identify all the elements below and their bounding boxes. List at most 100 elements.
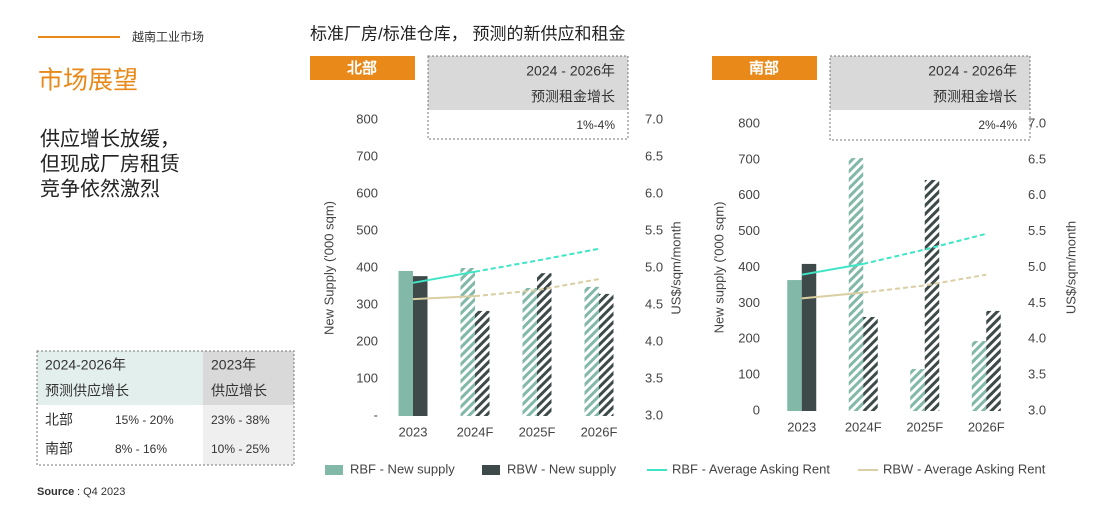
header-cell [203, 351, 294, 405]
x-tick-label: 2025F [906, 419, 943, 434]
legend-label: RBW - New supply [507, 461, 617, 476]
x-tick-label: 2024F [845, 419, 882, 434]
x-tick-label: 2024F [457, 424, 494, 439]
note-box [829, 55, 1031, 141]
y2-tick-label: 4.5 [1028, 295, 1046, 310]
cell: 23% - 38% [211, 413, 270, 427]
line [863, 232, 987, 265]
note-title: 预测租金增长 [933, 89, 1017, 105]
line [474, 278, 600, 298]
subtitle: 但现成厂房租赁 [40, 152, 180, 175]
bar [971, 341, 987, 411]
bar [475, 310, 490, 416]
row-label: 北部 [45, 412, 73, 428]
region-tag [712, 56, 817, 80]
legend-label: RBF - Average Asking Rent [672, 461, 830, 476]
y2-tick-label: 3.0 [1028, 402, 1046, 417]
y2-tick-label: 3.5 [645, 370, 663, 385]
y2-tick-label: 5.5 [645, 222, 663, 237]
legend-swatch [482, 465, 500, 475]
y2-axis-title: US$/sqm/month [1063, 221, 1078, 314]
y2-tick-label: 5.0 [1028, 259, 1046, 274]
bar [801, 263, 817, 411]
page-title: 市场展望 [38, 67, 138, 95]
bar [910, 369, 925, 411]
y2-tick-label: 3.5 [1028, 367, 1046, 382]
note-value: 1%-4% [576, 118, 615, 132]
note-title: 2024 - 2026年 [928, 63, 1017, 79]
note-value: 2%-4% [978, 118, 1017, 132]
bar [863, 317, 878, 411]
bar [398, 270, 413, 416]
line [801, 291, 864, 300]
y-axis-title: New supply ('000 sqm) [711, 202, 726, 334]
table-header: 2024-2026年 [45, 357, 126, 373]
y-tick-label: 700 [738, 151, 760, 166]
bar [924, 179, 940, 411]
line [801, 262, 864, 276]
section-label: 越南工业市场 [132, 29, 204, 44]
y2-tick-label: 3.0 [645, 407, 663, 422]
y-tick-label: 0 [753, 402, 760, 417]
note-header [830, 56, 1030, 110]
y-tick-label: 200 [356, 333, 378, 348]
y2-tick-label: 4.0 [1028, 331, 1046, 346]
x-tick-label: 2026F [968, 419, 1005, 434]
cell: 8% - 16% [115, 442, 167, 456]
y2-tick-label: 6.0 [645, 185, 663, 200]
bar [848, 158, 864, 411]
y-tick-label: 100 [356, 370, 378, 385]
y-tick-label: 100 [738, 367, 760, 382]
line [863, 273, 987, 294]
bar [787, 280, 802, 411]
bar [522, 287, 537, 416]
y-tick-label: 400 [738, 259, 760, 274]
y-axis-title: New Supply ('000 sqm) [321, 201, 336, 335]
y-tick-label: 300 [738, 295, 760, 310]
line [412, 270, 476, 284]
bar [986, 310, 1001, 411]
y2-axis-title: US$/sqm/month [668, 221, 683, 314]
y-tick-label: 300 [356, 296, 378, 311]
y-tick-label: - [374, 407, 378, 422]
subtitle: 供应增长放缓， [40, 127, 180, 150]
y2-tick-label: 6.5 [645, 148, 663, 163]
chart-title: 标准厂房/标准仓库， 预测的新供应和租金 [310, 24, 625, 43]
bar [413, 276, 428, 416]
x-tick-label: 2023 [787, 419, 816, 434]
note-box [427, 55, 629, 140]
supply-table: 2024-2026年 预测供应增长 2023年 供应增长 北部 15% - 20… [36, 350, 295, 466]
x-tick-label: 2025F [519, 424, 556, 439]
cell: 10% - 25% [211, 442, 270, 456]
source-text: : Q4 2023 [77, 486, 125, 498]
note-title: 2024 - 2026年 [526, 63, 615, 79]
cell: 15% - 20% [115, 413, 174, 427]
table-header: 预测供应增长 [45, 383, 129, 399]
source-label: Source [37, 486, 74, 498]
y2-tick-label: 7.0 [1028, 115, 1046, 130]
region-tag [310, 56, 415, 80]
legend-label: RBW - Average Asking Rent [883, 461, 1046, 476]
subtitle: 竞争依然激烈 [40, 177, 160, 200]
y-tick-label: 500 [356, 222, 378, 237]
header-cell [37, 351, 203, 405]
legend-swatch [325, 465, 343, 475]
bar [460, 268, 475, 416]
note-header [428, 56, 628, 110]
cell-bg [203, 405, 294, 465]
y2-tick-label: 4.0 [645, 333, 663, 348]
y-tick-label: 800 [738, 115, 760, 130]
note-title: 预测租金增长 [531, 89, 615, 105]
y-tick-label: 400 [356, 259, 378, 274]
region-label: 北部 [347, 59, 377, 77]
line [474, 247, 600, 273]
x-tick-label: 2026F [581, 424, 618, 439]
y-tick-label: 600 [738, 187, 760, 202]
legend-label: RBF - New supply [350, 461, 455, 476]
y-tick-label: 700 [356, 148, 378, 163]
x-tick-label: 2023 [399, 424, 428, 439]
region-label: 南部 [749, 59, 779, 77]
table-header: 供应增长 [211, 383, 267, 399]
row-label: 南部 [45, 441, 73, 457]
